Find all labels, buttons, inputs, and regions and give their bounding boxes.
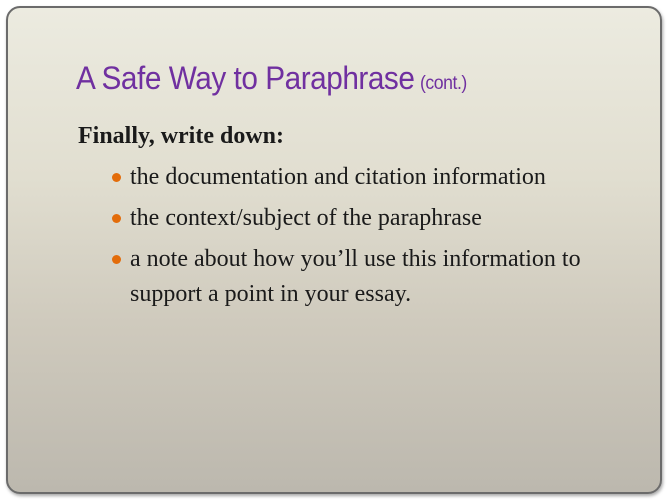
slide-title-suffix: (cont.) xyxy=(420,73,467,94)
bullet-text: a note about how you’ll use this informa… xyxy=(130,246,581,307)
slide-title: A Safe Way to Paraphrase (cont.) xyxy=(76,60,467,97)
slide: A Safe Way to Paraphrase (cont.) Finally,… xyxy=(6,6,662,494)
lead-text: Finally, write down: xyxy=(78,123,285,149)
bullet-item: a note about how you’ll use this informa… xyxy=(110,242,600,312)
bullet-text: the context/subject of the paraphrase xyxy=(130,205,482,231)
bullet-dot-icon xyxy=(112,255,121,264)
bullet-dot-icon xyxy=(112,214,121,223)
bullet-item: the documentation and citation informati… xyxy=(110,160,600,195)
slide-title-main: A Safe Way to Paraphrase xyxy=(76,60,415,96)
bullet-text: the documentation and citation informati… xyxy=(130,164,546,190)
bullet-list: the documentation and citation informati… xyxy=(110,160,600,318)
bullet-item: the context/subject of the paraphrase xyxy=(110,201,600,236)
bullet-dot-icon xyxy=(112,173,121,182)
